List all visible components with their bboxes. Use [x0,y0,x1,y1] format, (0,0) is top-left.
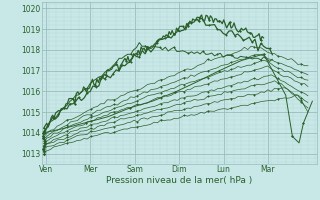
X-axis label: Pression niveau de la mer( hPa ): Pression niveau de la mer( hPa ) [106,176,252,185]
